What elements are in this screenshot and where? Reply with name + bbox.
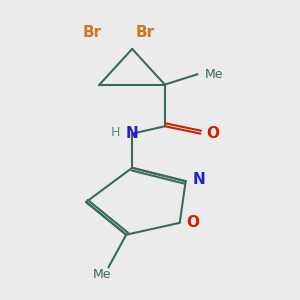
- Text: N: N: [126, 126, 139, 141]
- Text: Br: Br: [136, 25, 155, 40]
- Text: N: N: [193, 172, 206, 187]
- Text: Me: Me: [205, 68, 224, 81]
- Text: O: O: [186, 215, 199, 230]
- Text: O: O: [206, 126, 220, 141]
- Text: Br: Br: [82, 25, 102, 40]
- Text: H: H: [111, 126, 121, 139]
- Text: Me: Me: [93, 268, 112, 281]
